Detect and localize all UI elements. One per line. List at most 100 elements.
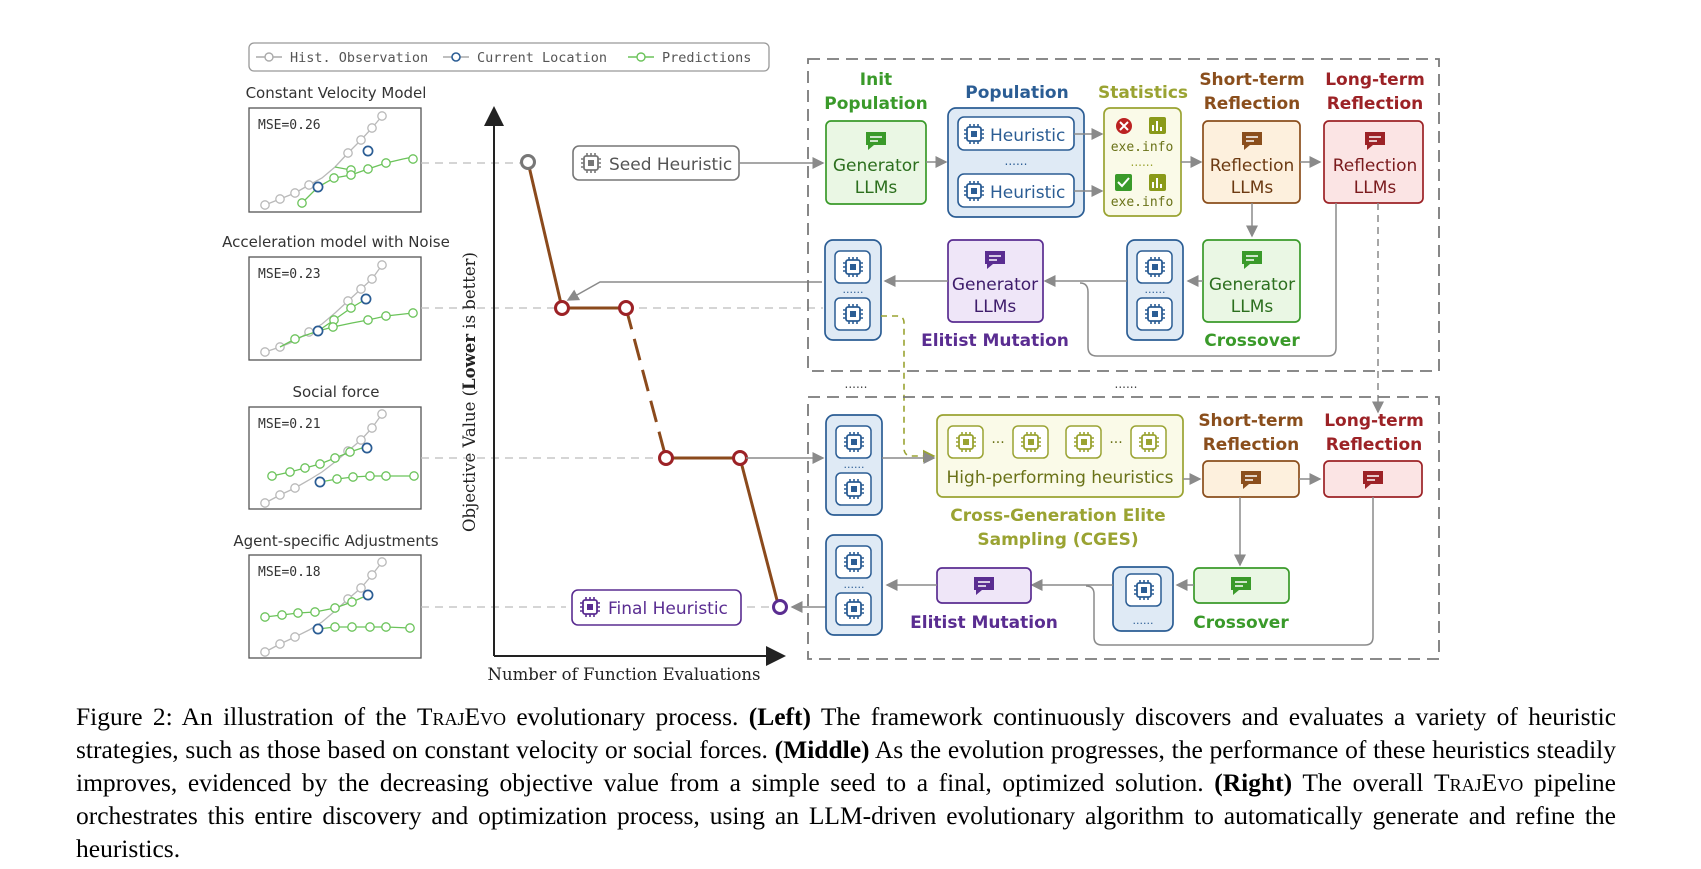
crossover-bottom: Crossover bbox=[1193, 567, 1290, 633]
svg-text:......: ...... bbox=[1145, 283, 1166, 296]
svg-text:Generator: Generator bbox=[1209, 275, 1295, 295]
between-dots-right: ...... bbox=[1115, 377, 1138, 391]
short-term-reflection-bottom: Short-term Reflection bbox=[1198, 411, 1304, 498]
model-mse: MSE=0.26 bbox=[258, 118, 321, 133]
svg-text:Reflection: Reflection bbox=[1203, 435, 1300, 455]
model-panel-2: Acceleration model with Noise MSE=0.23 bbox=[222, 233, 450, 361]
svg-text:LLMs: LLMs bbox=[974, 297, 1017, 317]
chip-icon bbox=[1133, 579, 1155, 601]
top-generation-box bbox=[807, 58, 1440, 372]
svg-text:Short-term: Short-term bbox=[1199, 70, 1304, 90]
between-dots-left: ...... bbox=[845, 377, 868, 391]
model-panel-4: Agent-specific Adjustments MSE=0.18 bbox=[233, 532, 439, 659]
svg-text:High-performing heuristics: High-performing heuristics bbox=[947, 468, 1174, 488]
curve-point bbox=[732, 450, 748, 466]
svg-text:Seed Heuristic: Seed Heuristic bbox=[609, 155, 732, 175]
svg-text:Elitist Mutation: Elitist Mutation bbox=[910, 613, 1058, 633]
svg-text:Reflection: Reflection bbox=[1326, 435, 1423, 455]
chip-icon bbox=[843, 478, 865, 500]
svg-text:exe.info: exe.info bbox=[1111, 140, 1174, 155]
svg-text:Long-term: Long-term bbox=[1325, 70, 1425, 90]
chip-icon bbox=[963, 180, 985, 202]
chip-icon bbox=[843, 598, 865, 620]
svg-text:LLMs: LLMs bbox=[1231, 297, 1274, 317]
svg-text:LLMs: LLMs bbox=[1231, 178, 1274, 198]
svg-text:Statistics: Statistics bbox=[1098, 83, 1188, 103]
mutation-output-stack: ...... bbox=[824, 239, 882, 341]
chip-icon bbox=[842, 303, 864, 325]
svg-text:......: ...... bbox=[1005, 154, 1028, 168]
population: Population Heuristic ...... Heuristic bbox=[947, 83, 1085, 218]
svg-text:Final Heuristic: Final Heuristic bbox=[608, 599, 728, 619]
chip-icon bbox=[955, 431, 977, 453]
chip-icon bbox=[963, 123, 985, 145]
curve-point bbox=[658, 450, 674, 466]
svg-text:......: ...... bbox=[1133, 614, 1154, 627]
svg-text:LLMs: LLMs bbox=[855, 178, 898, 198]
svg-text:Crossover: Crossover bbox=[1204, 331, 1300, 351]
crossover-output-bottom: ...... bbox=[1112, 566, 1174, 632]
long-term-reflection: Long-term Reflection Reflection LLMs bbox=[1323, 70, 1425, 204]
svg-text:......: ...... bbox=[843, 283, 864, 296]
svg-text:Reflection: Reflection bbox=[1210, 156, 1295, 176]
svg-text:Sampling (CGES): Sampling (CGES) bbox=[977, 530, 1138, 550]
crossover-output-stack: ...... bbox=[1126, 239, 1184, 341]
short-term-reflection: Short-term Reflection Reflection LLMs bbox=[1199, 70, 1305, 204]
chip-icon bbox=[1138, 431, 1160, 453]
svg-text:···: ··· bbox=[991, 435, 1004, 451]
figure-diagram: Hist. Observation Current Location Predi… bbox=[222, 42, 1440, 684]
svg-text:Long-term: Long-term bbox=[1324, 411, 1424, 431]
svg-text:Heuristic: Heuristic bbox=[990, 183, 1065, 203]
svg-text:Crossover: Crossover bbox=[1193, 613, 1289, 633]
svg-text:exe.info: exe.info bbox=[1111, 195, 1174, 210]
model-title: Acceleration model with Noise bbox=[222, 233, 450, 251]
elitist-mutation-generator: Generator LLMs Elitist Mutation bbox=[921, 239, 1069, 351]
legend-hist: Hist. Observation bbox=[290, 50, 428, 66]
figure-caption: Figure 2: An illustration of the TrajEvo… bbox=[76, 702, 1617, 863]
svg-text:Elitist Mutation: Elitist Mutation bbox=[921, 331, 1069, 351]
chip-icon bbox=[843, 431, 865, 453]
svg-text:···: ··· bbox=[1109, 435, 1122, 451]
svg-text:......: ...... bbox=[844, 578, 865, 591]
x-axis-label: Number of Function Evaluations bbox=[488, 665, 761, 684]
chip-icon bbox=[1144, 256, 1166, 278]
bottom-generation-box bbox=[807, 396, 1440, 660]
sampled-stack: ...... bbox=[825, 414, 883, 516]
model-title: Agent-specific Adjustments bbox=[233, 532, 438, 550]
svg-text:Init: Init bbox=[860, 70, 892, 90]
model-mse: MSE=0.18 bbox=[258, 565, 321, 580]
model-mse: MSE=0.21 bbox=[258, 417, 321, 432]
svg-text:Generator: Generator bbox=[952, 275, 1038, 295]
chip-icon bbox=[1144, 303, 1166, 325]
seed-heuristic: Seed Heuristic bbox=[572, 145, 740, 181]
seed-point bbox=[520, 154, 536, 170]
model-title: Constant Velocity Model bbox=[246, 84, 427, 102]
curve-point bbox=[554, 300, 570, 316]
svg-text:Cross-Generation Elite: Cross-Generation Elite bbox=[950, 506, 1165, 526]
svg-text:Reflection: Reflection bbox=[1327, 94, 1424, 114]
final-point bbox=[772, 599, 788, 615]
model-panel-3: Social force MSE=0.21 bbox=[248, 383, 422, 510]
svg-text:Reflection: Reflection bbox=[1333, 156, 1418, 176]
svg-text:LLMs: LLMs bbox=[1354, 178, 1397, 198]
objective-plot: Objective Value (Lower is better) Number… bbox=[460, 106, 788, 684]
svg-text:......: ...... bbox=[844, 458, 865, 471]
svg-text:Population: Population bbox=[965, 83, 1068, 103]
init-population: Init Population Generator LLMs bbox=[824, 70, 928, 205]
high-performing-heuristics: ··· ··· High-performing heuristics Cross… bbox=[936, 414, 1184, 550]
crossover-generator: Generator LLMs Crossover bbox=[1202, 239, 1301, 351]
legend-pred: Predictions bbox=[662, 50, 751, 66]
svg-text:Reflection: Reflection bbox=[1204, 94, 1301, 114]
svg-text:......: ...... bbox=[1131, 155, 1154, 169]
legend: Hist. Observation Current Location Predi… bbox=[248, 42, 770, 72]
svg-text:Population: Population bbox=[824, 94, 927, 114]
svg-text:Generator: Generator bbox=[833, 156, 919, 176]
legend-current: Current Location bbox=[477, 50, 607, 66]
y-axis-label: Objective Value (Lower is better) bbox=[460, 252, 479, 532]
model-title: Social force bbox=[292, 383, 379, 401]
model-panel-1: Constant Velocity Model MSE=0.26 bbox=[246, 84, 427, 213]
curve-point bbox=[618, 300, 634, 316]
chip-icon bbox=[843, 551, 865, 573]
elitist-mutation-bottom: Elitist Mutation bbox=[910, 567, 1058, 633]
chip-icon bbox=[842, 256, 864, 278]
